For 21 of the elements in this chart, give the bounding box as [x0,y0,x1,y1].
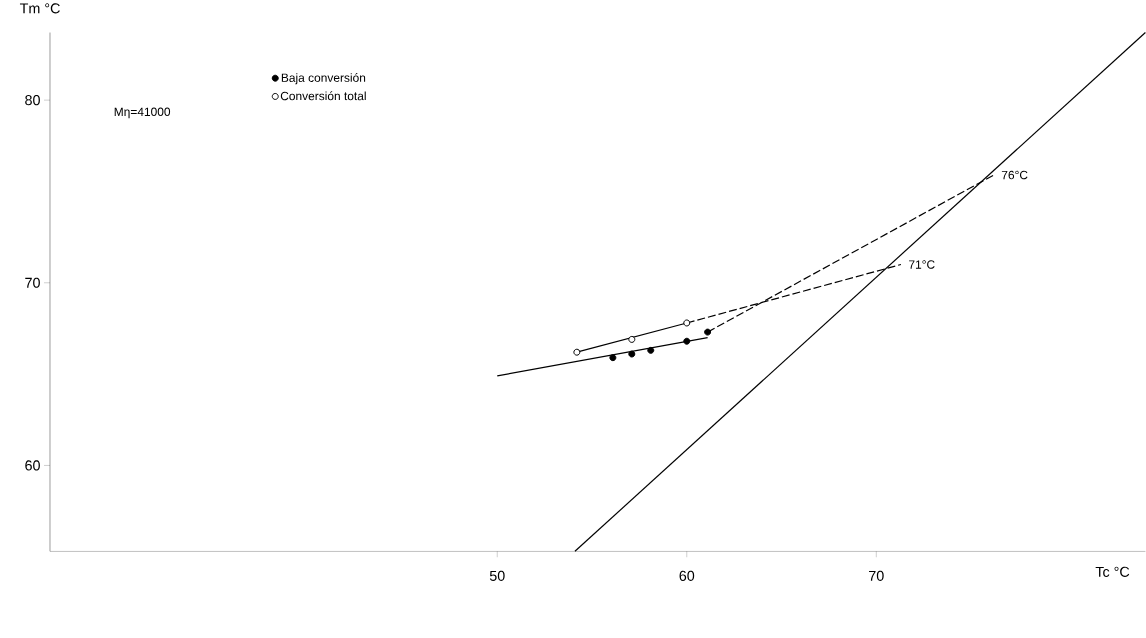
annotation: Mη=41000 [114,107,171,119]
point [683,337,691,345]
point [704,328,712,336]
point [573,348,581,356]
legend-label: Baja conversión [281,72,366,85]
x-tick-label: 60 [679,570,695,581]
annotation: 71°C [909,260,935,269]
point [647,346,655,354]
y-tick-label: 80 [25,94,40,106]
point [683,319,691,327]
x-tick-label: 70 [869,570,884,581]
point [628,350,636,358]
y-tick-label: 70 [25,277,40,288]
x-axis-title: Tc °C [1095,566,1130,577]
point [609,354,617,362]
legend-label: Conversión total [280,91,366,101]
y-tick-label: 60 [25,460,40,471]
annotation: 76°C [1001,170,1028,180]
point [628,335,636,343]
x-tick-label: 50 [489,570,505,581]
y-axis-title: Tm °C [19,3,60,14]
